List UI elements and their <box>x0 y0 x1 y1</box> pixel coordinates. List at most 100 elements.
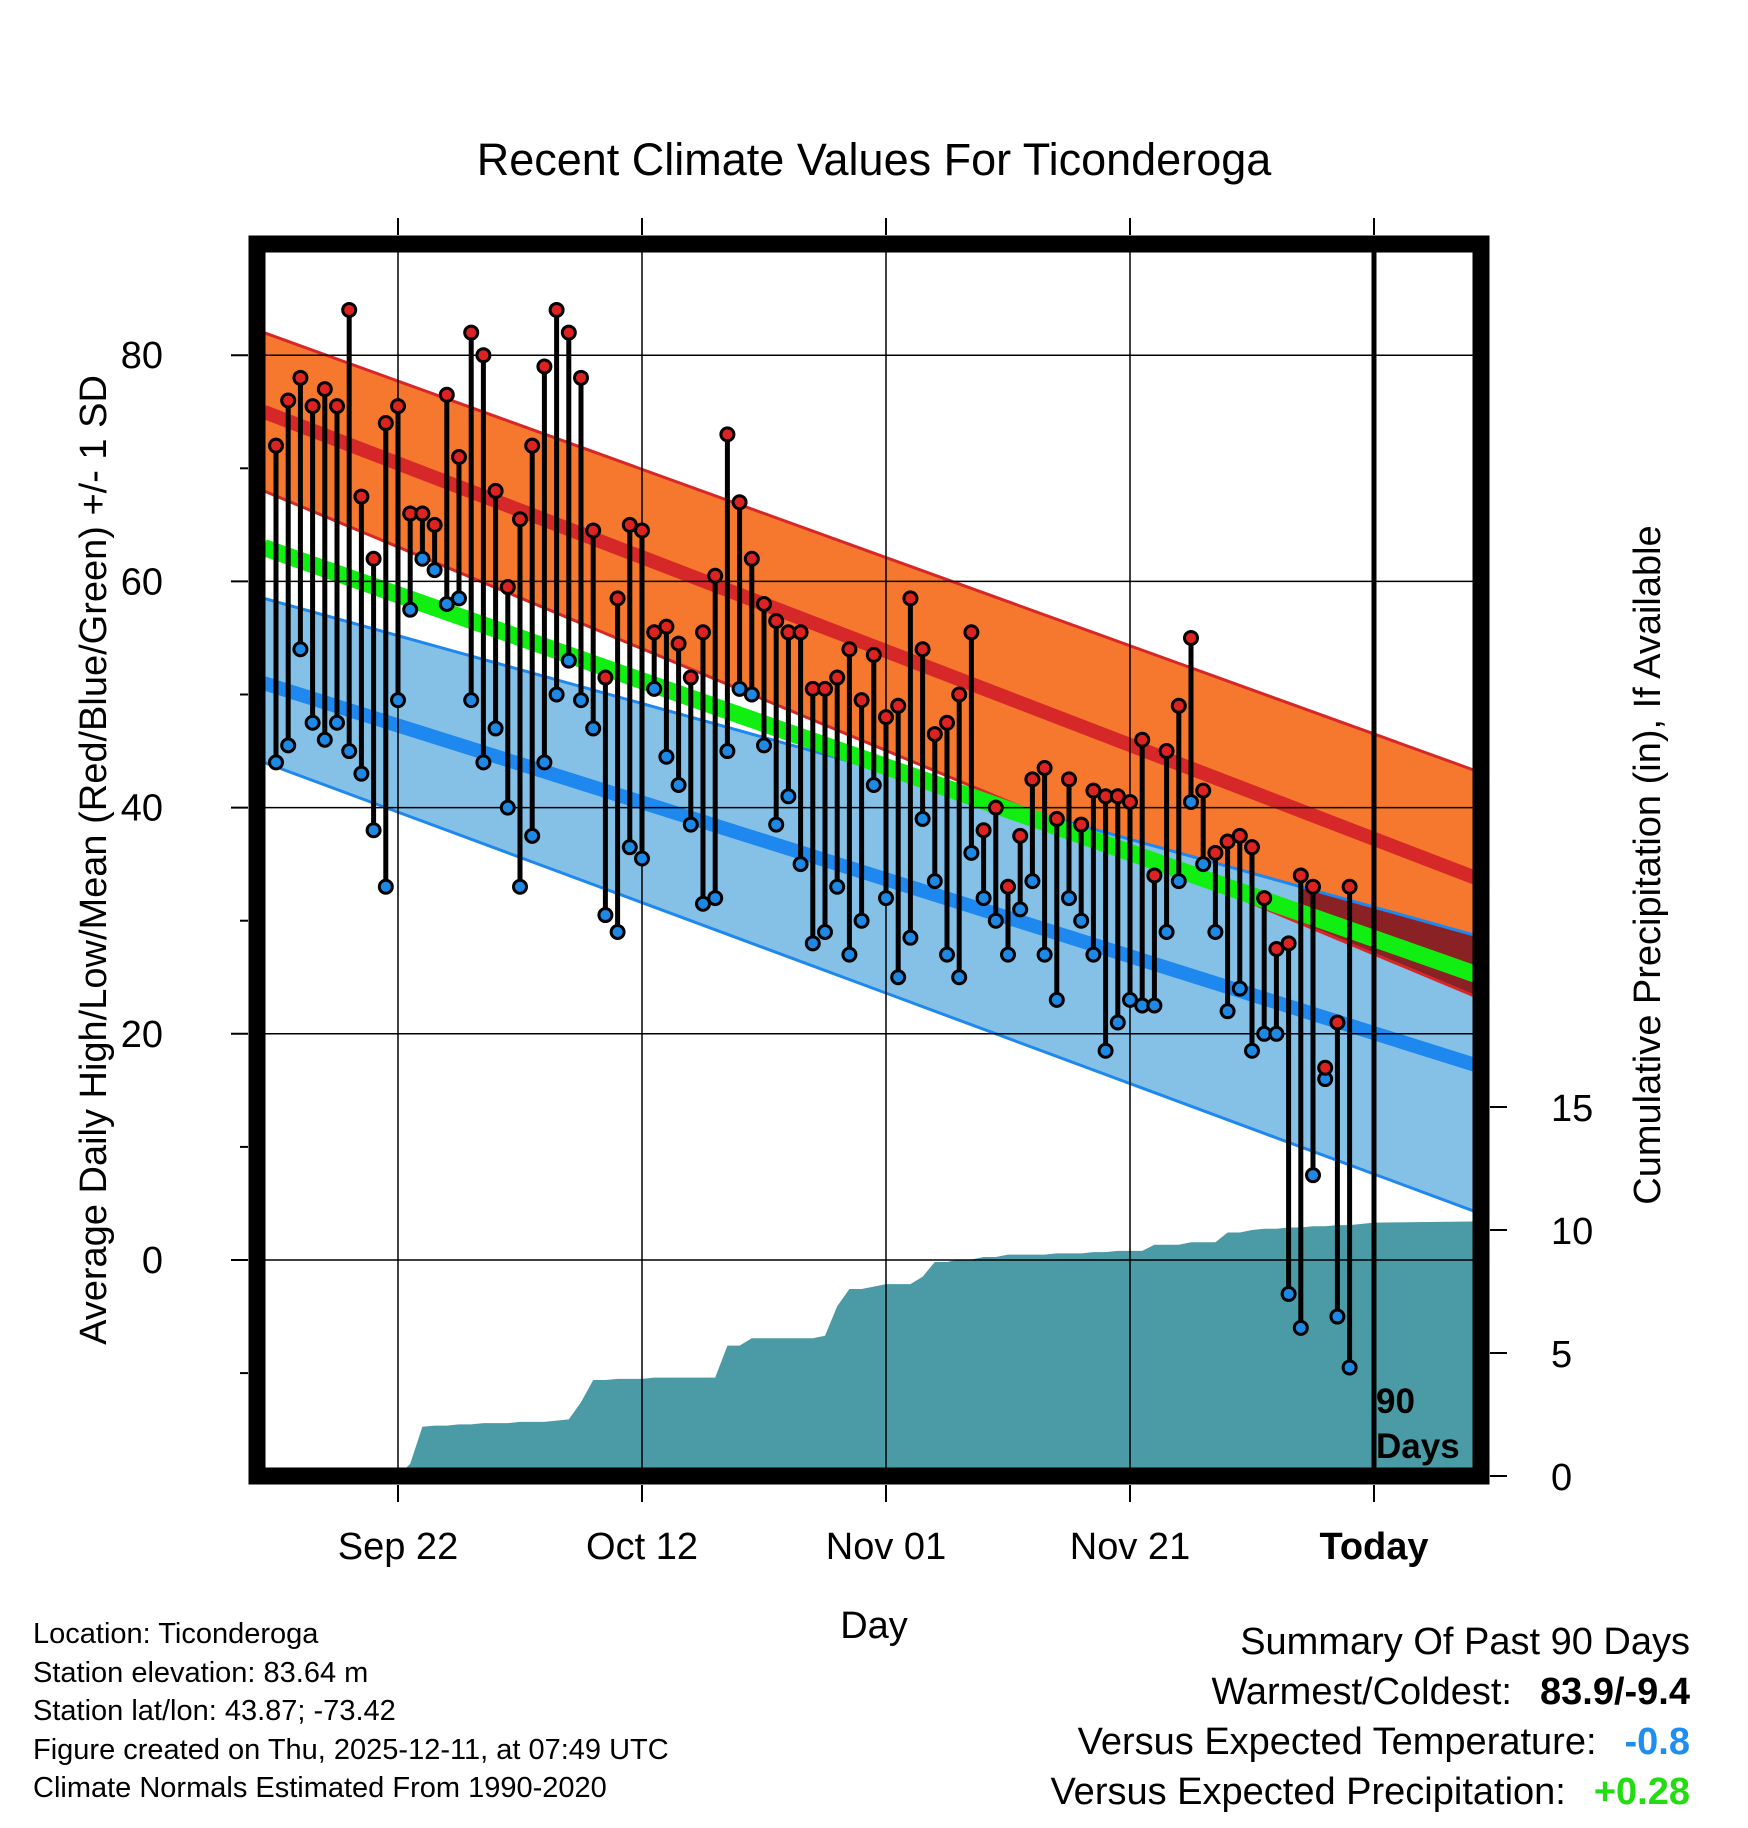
daily-high-point <box>292 369 309 386</box>
daily-low-point <box>853 912 870 929</box>
daily-low-point <box>780 788 797 805</box>
daily-high-point <box>926 726 943 743</box>
daily-low-point <box>597 907 614 924</box>
y-tick-label: 40 <box>121 788 163 830</box>
daily-low-point <box>719 743 736 760</box>
warmest-coldest-value: 83.9/-9.4 <box>1540 1671 1690 1713</box>
y2-tick-label: 0 <box>1551 1457 1572 1499</box>
daily-high-point <box>1073 816 1090 833</box>
daily-low-point <box>1219 1003 1236 1020</box>
daily-low-point <box>426 562 443 579</box>
daily-low-point <box>304 714 321 731</box>
daily-high-point <box>1000 878 1016 895</box>
daily-low-point <box>1280 1285 1297 1302</box>
daily-high-point <box>1268 940 1285 957</box>
daily-low-point <box>414 550 431 567</box>
daily-high-point <box>1317 1059 1334 1076</box>
daily-high-point <box>658 618 675 635</box>
daily-high-point <box>743 550 760 567</box>
daily-high-point <box>353 488 370 505</box>
daily-low-point <box>1073 912 1090 929</box>
daily-high-point <box>792 624 809 641</box>
normals-text: Climate Normals Estimated From 1990-2020 <box>33 1772 607 1804</box>
daily-low-point <box>1085 946 1102 963</box>
daily-low-point <box>1097 1042 1114 1059</box>
daily-high-point <box>426 516 443 533</box>
daily-low-point <box>365 822 382 839</box>
daily-low-point <box>951 969 968 986</box>
daily-low-point <box>634 850 650 867</box>
daily-high-point <box>475 347 492 364</box>
daily-high-point <box>1048 810 1065 827</box>
daily-high-point <box>1207 844 1224 861</box>
daily-low-point <box>646 680 663 697</box>
daily-high-point <box>585 522 602 539</box>
daily-low-point <box>1341 1359 1358 1376</box>
precip-departure-row: Versus Expected Precipitation: +0.28 <box>1050 1767 1690 1817</box>
daily-low-point <box>792 856 809 873</box>
summary-heading: Summary Of Past 90 Days <box>1240 1621 1690 1663</box>
daily-high-point <box>1329 1014 1346 1031</box>
daily-high-point <box>634 522 650 539</box>
daily-high-point <box>1109 788 1126 805</box>
latlon-text: Station lat/lon: 43.87; -73.42 <box>33 1695 396 1727</box>
today-days-count: 90 <box>1376 1382 1415 1421</box>
y2-tick-label: 15 <box>1551 1088 1593 1130</box>
y2-tick-label: 5 <box>1551 1334 1572 1376</box>
daily-low-point <box>1195 856 1212 873</box>
x-tick-label: Today <box>1319 1526 1428 1568</box>
daily-low-point <box>1122 991 1138 1008</box>
daily-low-point <box>926 873 943 890</box>
daily-low-point <box>695 895 711 912</box>
daily-high-point <box>1244 839 1260 856</box>
daily-low-point <box>1305 1167 1321 1184</box>
daily-high-point <box>939 714 955 731</box>
daily-high-point <box>1256 890 1273 907</box>
daily-high-point <box>463 324 480 341</box>
today-days-word: Days <box>1376 1427 1460 1466</box>
temp-departure-label: Versus Expected Temperature: <box>1077 1721 1597 1763</box>
daily-high-point <box>768 612 785 629</box>
daily-high-point <box>268 437 284 454</box>
daily-high-point <box>304 398 321 415</box>
x-tick-label: Nov 01 <box>826 1526 946 1568</box>
daily-low-point <box>829 878 846 895</box>
daily-high-point <box>670 635 687 652</box>
daily-high-point <box>487 482 504 499</box>
y-axis-label: Average Daily High/Low/Mean (Red/Blue/Gr… <box>73 375 115 1345</box>
daily-high-point <box>1341 878 1358 895</box>
daily-high-point <box>536 358 553 375</box>
daily-low-point <box>560 652 577 669</box>
daily-low-point <box>536 754 553 771</box>
summary-panel: Summary Of Past 90 Days Warmest/Coldest:… <box>1050 1617 1690 1817</box>
daily-high-point <box>719 426 736 443</box>
daily-low-point <box>341 743 358 760</box>
y2-axis-label: Cumulative Precipitation (in), If Availa… <box>1627 525 1669 1204</box>
daily-high-point <box>512 511 528 528</box>
daily-high-point <box>414 505 431 522</box>
daily-high-point <box>878 709 894 726</box>
daily-low-point <box>841 946 858 963</box>
created-text: Figure created on Thu, 2025-12-11, at 07… <box>33 1733 669 1766</box>
daily-low-point <box>1000 946 1016 963</box>
daily-low-point <box>292 641 309 658</box>
daily-low-point <box>585 720 602 737</box>
daily-high-point <box>1134 731 1151 748</box>
daily-low-point <box>268 754 284 771</box>
warmest-coldest-label: Warmest/Coldest: <box>1211 1671 1512 1713</box>
daily-high-point <box>1183 629 1199 646</box>
daily-high-point <box>390 398 406 415</box>
x-tick-label: Nov 21 <box>1070 1526 1190 1568</box>
daily-low-point <box>280 737 297 754</box>
daily-low-point <box>1109 1014 1126 1031</box>
daily-high-point <box>1012 827 1029 844</box>
daily-high-point <box>914 641 931 658</box>
station-metadata: Location: Ticonderoga Station elevation:… <box>33 1615 669 1808</box>
precip-area <box>263 1221 1481 1476</box>
daily-high-point <box>817 680 833 697</box>
daily-high-point <box>829 669 846 686</box>
elevation-text: Station elevation: 83.64 m <box>33 1656 369 1689</box>
daily-low-point <box>817 924 833 941</box>
daily-low-point <box>1012 901 1029 918</box>
daily-low-point <box>1183 793 1199 810</box>
